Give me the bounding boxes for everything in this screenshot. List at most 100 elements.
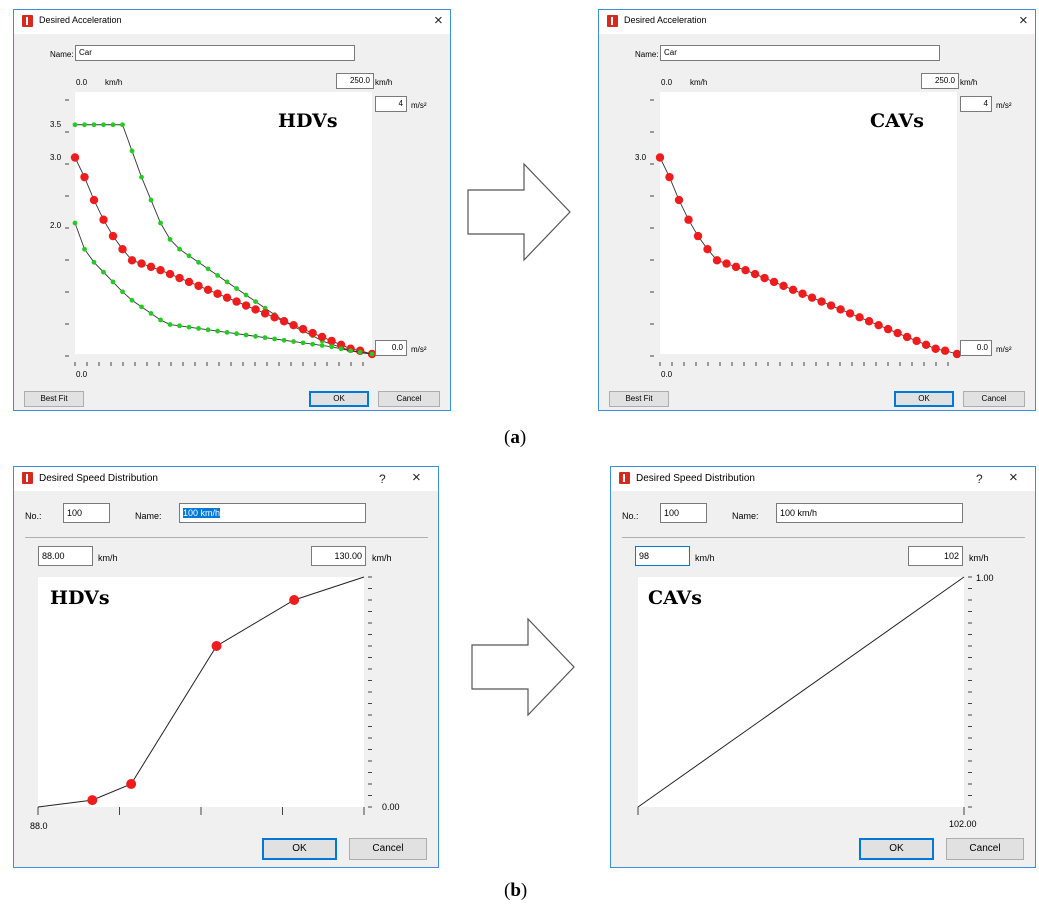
red-point <box>684 215 693 224</box>
min-speed-field[interactable]: 98 <box>635 546 690 566</box>
y-max-label: 1.00 <box>976 573 994 583</box>
green-point <box>196 259 201 265</box>
red-point <box>108 231 118 241</box>
green-point <box>120 122 125 128</box>
help-icon[interactable]: ? <box>976 472 983 486</box>
cancel-button[interactable]: Cancel <box>349 838 427 860</box>
number-label: No.: <box>25 511 42 521</box>
green-point <box>319 343 325 348</box>
acceleration-plot-area[interactable]: CAVs <box>650 92 962 366</box>
max-speed-field[interactable]: 130.00 <box>311 546 366 566</box>
caption-a: (a) <box>504 427 527 448</box>
app-icon <box>22 15 33 27</box>
speed-max-field[interactable]: 250.0 <box>921 73 959 89</box>
title-bar[interactable]: Desired Speed Distribution ? × <box>611 467 1035 491</box>
red-point <box>279 317 289 326</box>
green-point <box>177 323 182 329</box>
accel-min-field[interactable]: 0.0 <box>375 340 407 356</box>
name-field[interactable]: 100 km/h <box>776 503 963 523</box>
red-point <box>779 281 788 291</box>
max-speed-unit: km/h <box>969 553 989 563</box>
series-line <box>74 222 373 355</box>
distribution-point <box>87 795 98 806</box>
best-fit-button[interactable]: Best Fit <box>609 391 669 407</box>
name-field[interactable]: Car <box>660 45 940 61</box>
red-point <box>741 265 750 275</box>
red-point <box>874 320 883 330</box>
green-point <box>177 246 182 252</box>
speed-plot-area[interactable]: CAVs <box>637 576 972 815</box>
cancel-button[interactable]: Cancel <box>946 838 1024 860</box>
distribution-line <box>637 576 965 808</box>
accel-max-unit: m/s² <box>411 101 427 110</box>
red-point <box>931 344 940 353</box>
green-point <box>91 259 97 265</box>
red-point <box>769 277 779 287</box>
red-point <box>712 256 722 265</box>
green-point <box>215 328 220 334</box>
accel-min-field[interactable]: 0.0 <box>960 340 992 356</box>
acceleration-chart-cav[interactable] <box>650 92 962 366</box>
separator <box>25 537 428 538</box>
speed-min-unit: km/h <box>690 78 708 87</box>
number-field[interactable]: 100 <box>63 503 110 523</box>
green-point <box>224 279 230 285</box>
green-point <box>82 122 87 128</box>
y-tick-label-2-0: 2.0 <box>50 221 62 230</box>
red-point <box>127 256 137 265</box>
cancel-button[interactable]: Cancel <box>963 391 1025 407</box>
title-bar[interactable]: Desired Speed Distribution ? × <box>14 467 438 491</box>
accel-max-field[interactable]: 4 <box>375 96 407 112</box>
name-field[interactable]: 100 km/h <box>179 503 366 523</box>
red-point <box>203 285 213 295</box>
red-point <box>864 317 874 326</box>
red-point <box>817 297 826 306</box>
accel-max-field[interactable]: 4 <box>960 96 992 112</box>
best-fit-button[interactable]: Best Fit <box>24 391 84 407</box>
red-point <box>807 293 817 302</box>
y-tick-label-3-0: 3.0 <box>635 153 647 162</box>
close-icon[interactable]: × <box>1019 12 1028 29</box>
number-field[interactable]: 100 <box>660 503 707 523</box>
number-label: No.: <box>622 511 639 521</box>
red-point <box>674 195 684 205</box>
red-point <box>902 332 912 342</box>
close-icon[interactable]: × <box>412 469 421 486</box>
dialog-title: Desired Speed Distribution <box>39 473 158 484</box>
title-bar[interactable]: Desired Acceleration × <box>599 10 1035 34</box>
cancel-button[interactable]: Cancel <box>378 391 440 407</box>
close-icon[interactable]: × <box>434 12 443 29</box>
red-point <box>788 285 798 295</box>
speed-max-field[interactable]: 250.0 <box>336 73 374 89</box>
green-point <box>120 289 125 295</box>
green-point <box>110 122 116 128</box>
acceleration-chart-hdv[interactable] <box>65 92 377 366</box>
ok-button[interactable]: OK <box>262 838 337 860</box>
ok-button[interactable]: OK <box>859 838 934 860</box>
max-speed-field[interactable]: 102 <box>908 546 963 566</box>
green-point <box>234 286 239 291</box>
cavs-label: CAVs <box>870 110 924 132</box>
help-icon[interactable]: ? <box>379 472 386 486</box>
red-point <box>317 332 327 342</box>
green-point <box>262 305 268 311</box>
ok-button[interactable]: OK <box>894 391 954 407</box>
name-field[interactable]: Car <box>75 45 355 61</box>
min-speed-field[interactable]: 88.00 <box>38 546 93 566</box>
red-point <box>665 172 674 182</box>
acceleration-plot-area[interactable]: HDVs <box>65 92 377 366</box>
close-icon[interactable]: × <box>1009 469 1018 486</box>
red-point <box>722 259 731 268</box>
speed-distribution-chart-hdv[interactable] <box>37 576 372 815</box>
name-label: Name: <box>732 511 759 521</box>
series-line <box>659 157 958 355</box>
green-point <box>167 236 173 242</box>
speed-plot-area[interactable]: HDVs <box>37 576 372 815</box>
red-point <box>289 320 298 330</box>
title-bar[interactable]: Desired Acceleration × <box>14 10 450 34</box>
speed-distribution-chart-cav[interactable] <box>637 576 972 815</box>
red-point <box>270 313 279 322</box>
green-point <box>348 348 354 354</box>
ok-button[interactable]: OK <box>309 391 369 407</box>
distribution-point <box>289 595 300 605</box>
